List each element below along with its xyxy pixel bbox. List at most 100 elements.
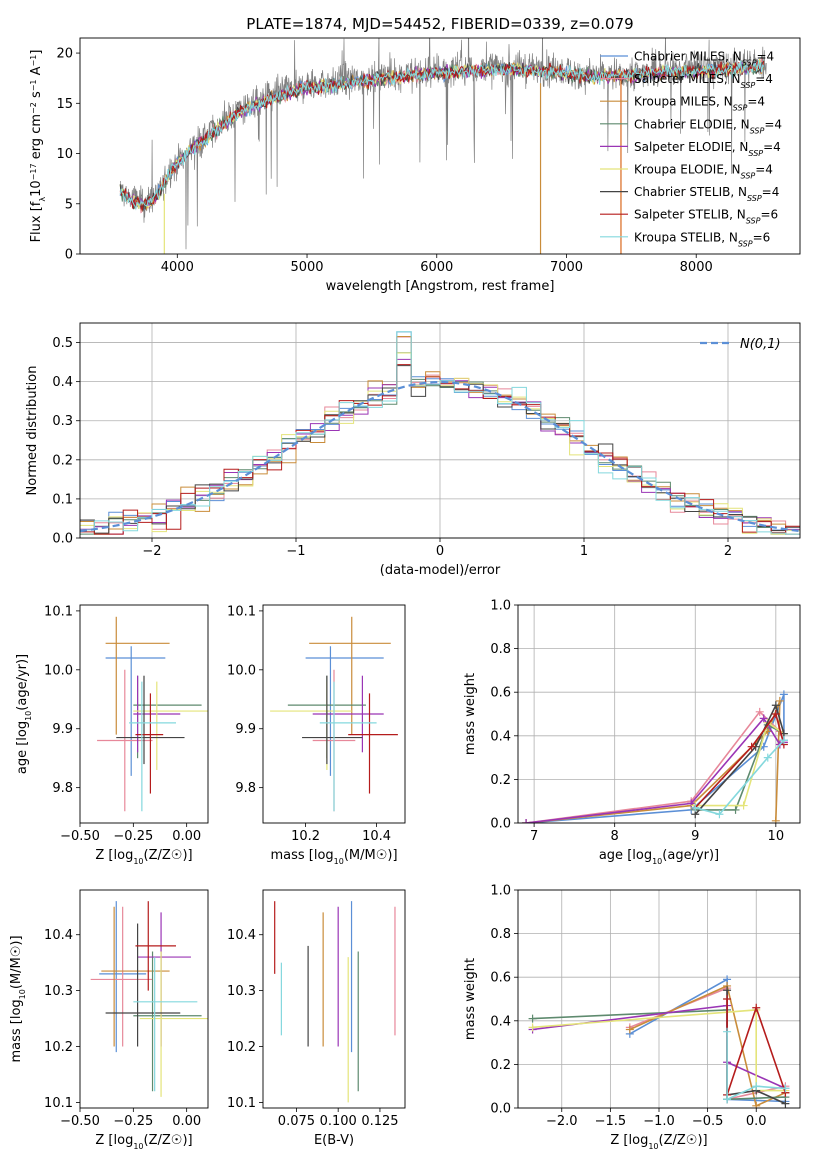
mass-weight-marker (723, 1027, 732, 1036)
x-tick-label: 0.0 (746, 1114, 767, 1129)
age-vs-metallicity-panel: −0.50 −0.25 0.00 9.8 9.9 10.0 10.1 Z [log10(Z/Z… (15, 604, 209, 866)
y-tick-label: 10.2 (44, 1040, 73, 1055)
mass-weight-line (695, 739, 785, 816)
x-tick-label: 0 (436, 544, 444, 559)
weight-plot-area (528, 975, 790, 1108)
axes-frame (517, 889, 801, 1109)
x-tick-label: −1.5 (595, 1114, 627, 1129)
y-axis-label: mass [log10(M/M☉)] (9, 935, 27, 1062)
legend-entry: Chabrier MILES, NSSP=4 (634, 50, 774, 68)
age-vs-mass-panel: 10.2 10.4 9.8 9.9 10.0 10.1 mass [log10(M/M☉)] (227, 604, 406, 866)
y-tick-label: 0 (65, 248, 73, 263)
errorbar-plot-area (270, 616, 398, 812)
mass-weight-marker (771, 701, 780, 710)
mass-weight-marker (723, 995, 732, 1003)
histogram-plot-area (80, 331, 800, 535)
y-axis-label: Flux [fλ10−17 erg cm−2 s−1 A−1] (29, 50, 47, 243)
mass-weight-line (694, 712, 785, 809)
x-axis-label: wavelength [Angstrom, rest frame] (326, 279, 555, 294)
x-tick-label: 5000 (290, 260, 323, 275)
mass-weight-line (694, 703, 785, 815)
x-axis-label: Z [log10(Z/Z☉)] (610, 1133, 707, 1151)
y-tick-label: 10.3 (227, 984, 256, 999)
y-axis-label: mass weight (463, 673, 478, 755)
model-spectrum-line (119, 59, 765, 211)
x-tick-label: −0.50 (60, 1114, 100, 1129)
x-axis-label: E(B-V) (314, 1133, 354, 1148)
errorbar-plot-area (90, 901, 208, 1097)
x-tick-label: −0.50 (60, 829, 100, 844)
y-tick-label: 1.0 (490, 884, 511, 899)
x-tick-label: 8 (611, 829, 619, 844)
mass-weight-marker (723, 986, 732, 995)
x-axis-label: Z [log10(Z/Z☉)] (95, 1133, 192, 1151)
x-tick-label: −1 (286, 544, 305, 559)
x-tick-label: 2 (724, 544, 732, 559)
y-tick-label: 0.8 (490, 927, 511, 942)
x-tick-label: −0.5 (692, 1114, 724, 1129)
x-tick-label: 1 (580, 544, 588, 559)
axes-frame (262, 604, 406, 824)
mass-weight-marker (781, 1084, 790, 1093)
mass-weight-marker (747, 742, 756, 751)
x-tick-label: 10.4 (362, 829, 391, 844)
axes-frame (79, 37, 801, 255)
x-tick-label: −0.25 (113, 1114, 153, 1129)
y-tick-label: 0.4 (52, 375, 73, 390)
x-tick-label: −2 (142, 544, 161, 559)
y-tick-label: 0.8 (490, 642, 511, 657)
x-tick-label: 7 (530, 829, 538, 844)
mass-vs-extinction-panel: 0.075 0.100 0.125 10.1 10.2 10.3 10.4 E(B-V) (227, 889, 406, 1148)
y-tick-label: 0.4 (490, 729, 511, 744)
x-tick-label: 0.125 (361, 1114, 398, 1129)
legend-entry: Chabrier ELODIE, NSSP=4 (634, 117, 782, 135)
errorbar-plot-area (97, 616, 208, 812)
x-axis-label: mass [log10(M/M☉)] (270, 848, 397, 866)
mass-weight-line (526, 717, 785, 823)
mass-weight-line (695, 723, 785, 811)
y-tick-label: 9.8 (52, 781, 73, 796)
y-tick-label: 10.1 (44, 1096, 73, 1111)
x-tick-label: 0.100 (320, 1114, 357, 1129)
y-tick-label: 0.0 (490, 1102, 511, 1117)
weight-plot-area (522, 690, 788, 823)
mass-weight-marker (752, 1082, 761, 1091)
legend-entry: Kroupa STELIB, NSSP=6 (634, 230, 770, 248)
y-tick-label: 10.4 (44, 928, 73, 943)
y-tick-label: 15 (56, 97, 73, 112)
mass-weight-line (629, 984, 786, 1107)
x-tick-label: 4000 (161, 260, 194, 275)
mass-weight-line (525, 710, 785, 823)
residual-histogram-panel: −2 −1 0 1 2 0.0 0.1 0.2 0.3 0.4 0.5 (data-model)/er… (25, 322, 801, 578)
y-tick-label: 0.2 (490, 773, 511, 788)
legend-entry: Salpeter STELIB, NSSP=6 (634, 208, 778, 226)
y-tick-label: 10.4 (227, 928, 256, 943)
mass-vs-metallicity-panel: −0.50 −0.25 0.00 10.1 10.2 10.3 10.4 Z [log10(Z… (9, 889, 209, 1151)
mass-weight-line (726, 1031, 786, 1101)
y-tick-label: 1.0 (490, 599, 511, 614)
y-tick-label: 0.2 (52, 453, 73, 468)
x-tick-label: 10 (768, 829, 785, 844)
y-tick-label: 0.4 (490, 1014, 511, 1029)
mass-weight-marker (715, 810, 724, 819)
mass-weight-marker (739, 801, 748, 810)
x-axis-label: age [log10(age/yr)] (599, 848, 719, 866)
weight-vs-age-panel: 7 8 9 10 0.0 0.2 0.4 0.6 0.8 1.0 age [log10(age/yr… (463, 599, 801, 866)
x-axis-label: (data-model)/error (380, 563, 501, 578)
mass-weight-marker (731, 805, 740, 814)
mass-weight-line (532, 1009, 786, 1092)
x-tick-label: 9 (691, 829, 699, 844)
x-tick-label: 10.2 (291, 829, 320, 844)
weight-vs-metallicity-panel: −2.0 −1.5 −1.0 −0.5 0.0 0.0 0.2 0.4 0.6 0.8 1.0 Z [… (463, 884, 801, 1151)
x-tick-label: 0.00 (172, 829, 201, 844)
y-tick-label: 9.8 (235, 781, 256, 796)
x-tick-label: 8000 (680, 260, 713, 275)
y-tick-label: 0.0 (490, 817, 511, 832)
spectrum-plot-area (119, 38, 767, 254)
y-tick-label: 0.6 (490, 686, 511, 701)
legend-entry: N(0,1) (740, 337, 781, 352)
y-tick-label: 10.1 (227, 604, 256, 619)
mass-weight-marker (691, 803, 700, 812)
mass-weight-marker (687, 799, 696, 808)
